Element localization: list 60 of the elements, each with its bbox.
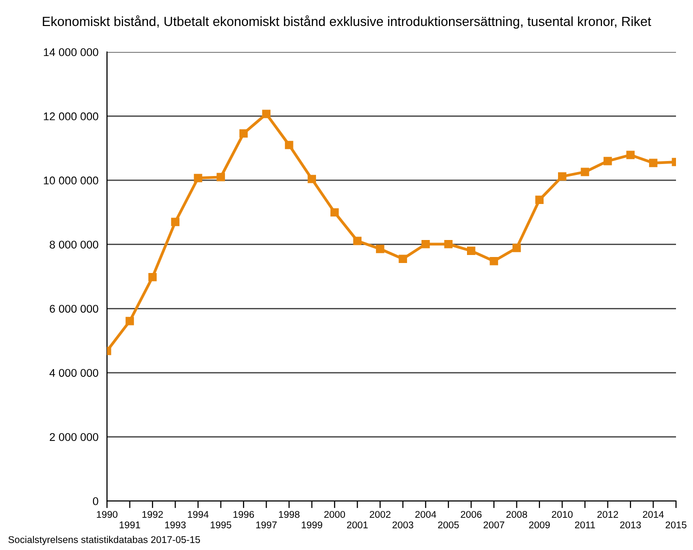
x-tick-label: 2010: [552, 510, 573, 518]
x-tick-label: 2014: [642, 510, 664, 518]
point: [466, 246, 476, 256]
x-tick-label: 2004: [415, 510, 436, 518]
x-tick-label: 2000: [324, 510, 346, 518]
x-tick-label: 2008: [506, 510, 528, 518]
x-tick-label: 1993: [165, 521, 186, 528]
y-tick-label: 10 000 000: [44, 176, 98, 184]
x-tick-label: 1990: [96, 510, 118, 518]
x-tick-label: 2001: [347, 521, 368, 528]
x-tick-label: 2006: [460, 510, 482, 518]
chart-title: Ekonomiskt bistånd, Utbetalt ekonomiskt bistånd exklusive introduktionsersättning, tusental kronor, Riket: [42, 15, 652, 29]
x-tick-label: 1994: [188, 510, 209, 518]
point: [126, 316, 134, 326]
y-tick-label: 4 000 000: [49, 368, 98, 377]
point: [330, 208, 339, 217]
y-tick-label: 2 000 000: [50, 433, 98, 441]
x-tick-label: 1999: [302, 521, 322, 528]
x-tick-label: 1991: [120, 521, 140, 528]
y-tick-label: 0: [92, 497, 98, 506]
point: [148, 272, 157, 282]
point: [490, 256, 498, 266]
point: [649, 158, 658, 168]
point: [558, 172, 566, 181]
x-tick-label: 2013: [620, 521, 641, 528]
x-tick-label: 1997: [256, 521, 277, 528]
point: [626, 150, 635, 160]
point: [535, 196, 544, 204]
text: Socialstyrelsens statistikdatabas 2017-05-15: [8, 536, 200, 545]
point: [421, 240, 430, 248]
point: [444, 240, 453, 248]
x-tick-label: 2005: [438, 521, 459, 528]
y-tick-label: 12 000 000: [44, 112, 98, 120]
y-tick-label: 6 000 000: [50, 304, 98, 313]
x-tick-label: 2015: [666, 521, 686, 528]
point: [308, 174, 316, 184]
point: [512, 244, 521, 252]
point: [376, 244, 384, 254]
point: [398, 254, 408, 264]
x-tick-label: 2012: [597, 510, 618, 518]
y-tick-label: 14 000 000: [44, 48, 98, 56]
x-tick-label: 2003: [392, 521, 414, 528]
x-tick-label: 2009: [529, 521, 550, 528]
x-tick-label: 1992: [142, 510, 163, 518]
point: [262, 110, 270, 118]
x-tick-label: 1995: [210, 521, 232, 528]
point: [239, 129, 248, 138]
point: [216, 172, 225, 182]
x-tick-label: 1996: [233, 510, 254, 518]
point: [604, 156, 612, 166]
x-tick-label: 2002: [370, 510, 390, 518]
x-tick-label: 1998: [279, 510, 300, 518]
point: [353, 236, 362, 246]
y-tick-label: 8 000 000: [50, 240, 98, 249]
point: [171, 218, 180, 226]
point: [284, 140, 294, 150]
point: [580, 168, 590, 176]
x-tick-label: 2007: [484, 521, 504, 528]
point: [194, 174, 202, 182]
x-tick-label: 2011: [574, 521, 595, 528]
